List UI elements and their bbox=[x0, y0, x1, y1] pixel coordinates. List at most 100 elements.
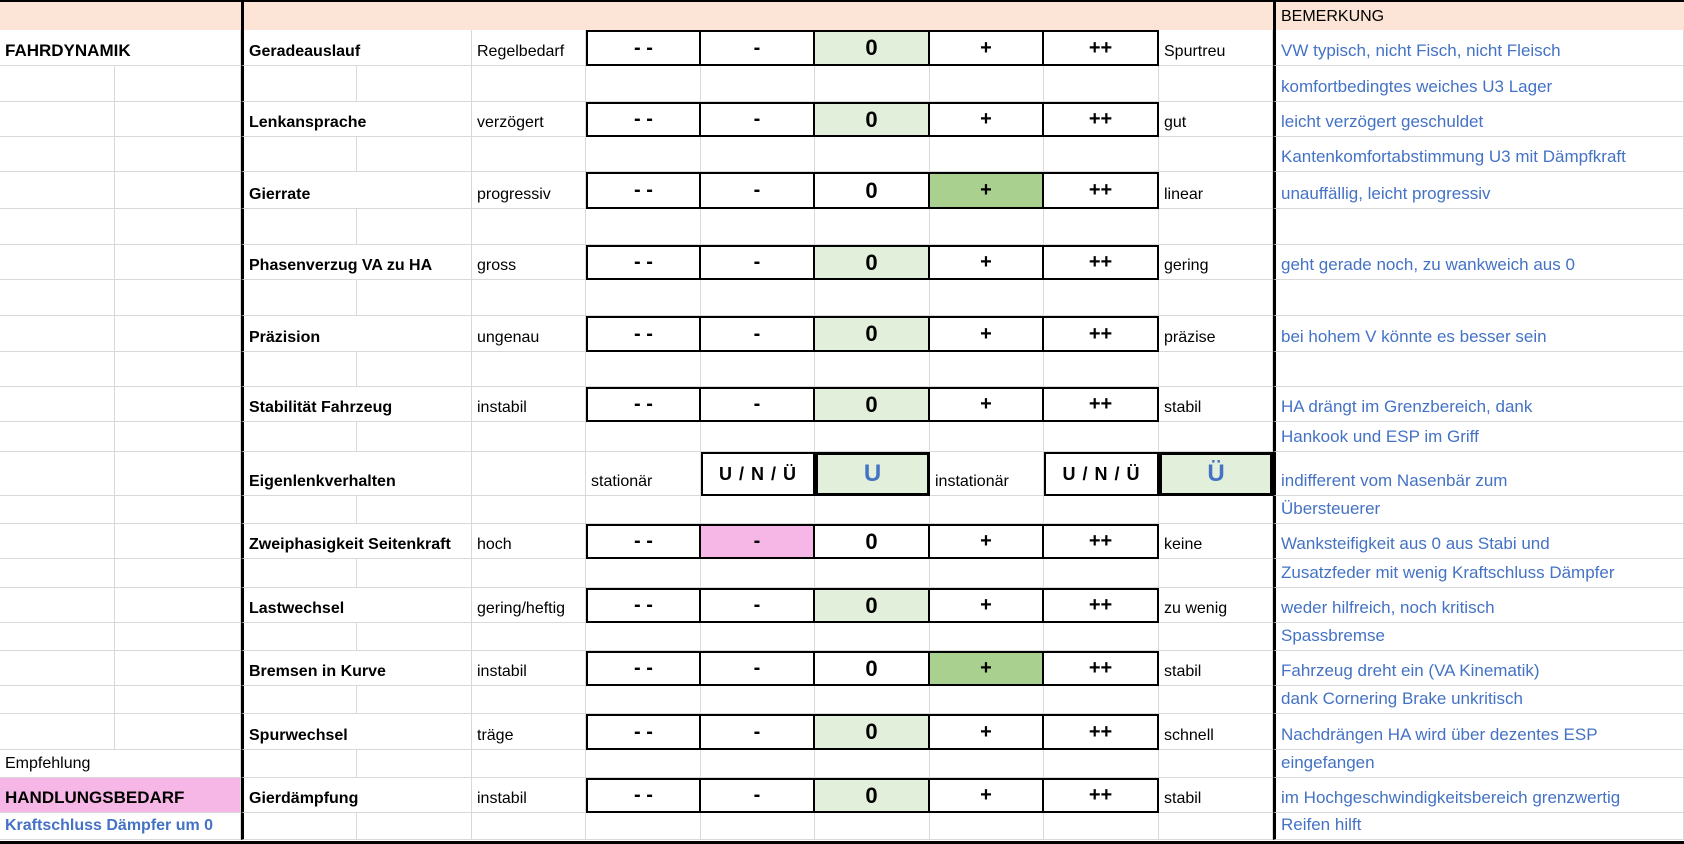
rating-option[interactable]: - - bbox=[586, 172, 701, 209]
cell[interactable] bbox=[586, 813, 701, 840]
cell[interactable] bbox=[701, 352, 815, 387]
instationary-options[interactable]: U / N / Ü bbox=[1044, 452, 1159, 496]
cell[interactable] bbox=[586, 352, 701, 387]
cell[interactable] bbox=[815, 209, 930, 245]
cell[interactable] bbox=[930, 422, 1044, 452]
cell[interactable] bbox=[930, 280, 1044, 316]
rating-option[interactable]: + bbox=[930, 714, 1044, 750]
recommendation-label[interactable]: Empfehlung bbox=[0, 750, 241, 778]
cell[interactable] bbox=[1159, 559, 1273, 588]
cell[interactable] bbox=[815, 496, 930, 524]
rating-option[interactable]: - - bbox=[586, 524, 701, 559]
cell[interactable] bbox=[586, 137, 701, 172]
recommendation-note[interactable]: Kraftschluss Dämpfer um 0 bbox=[0, 813, 241, 840]
cell[interactable] bbox=[472, 559, 586, 588]
cell[interactable] bbox=[701, 686, 815, 714]
cell[interactable] bbox=[1044, 66, 1159, 102]
cell[interactable] bbox=[115, 452, 241, 496]
cell[interactable] bbox=[357, 559, 472, 588]
rating-option[interactable]: 0 bbox=[815, 651, 930, 686]
cell[interactable] bbox=[815, 623, 930, 651]
high-label[interactable]: gut bbox=[1159, 102, 1273, 137]
cell[interactable] bbox=[357, 137, 472, 172]
rating-option[interactable]: + bbox=[930, 778, 1044, 813]
instationary-value[interactable]: Ü bbox=[1159, 452, 1273, 496]
cell[interactable] bbox=[0, 422, 115, 452]
remark-continued[interactable]: eingefangen bbox=[1273, 750, 1684, 778]
rating-option[interactable]: - bbox=[701, 714, 815, 750]
rating-option[interactable]: + bbox=[930, 524, 1044, 559]
remark[interactable]: HA drängt im Grenzbereich, dank bbox=[1273, 387, 1684, 422]
cell[interactable] bbox=[930, 352, 1044, 387]
stationary-options[interactable]: U / N / Ü bbox=[701, 452, 815, 496]
cell[interactable] bbox=[357, 686, 472, 714]
cell[interactable] bbox=[930, 686, 1044, 714]
high-label[interactable]: Spurtreu bbox=[1159, 30, 1273, 66]
cell[interactable] bbox=[0, 102, 115, 137]
rating-option-selected[interactable]: - bbox=[701, 524, 815, 559]
remark-continued[interactable]: Zusatzfeder mit wenig Kraftschluss Dämpf… bbox=[1273, 559, 1684, 588]
high-label[interactable]: keine bbox=[1159, 524, 1273, 559]
rating-option[interactable]: - bbox=[701, 588, 815, 623]
rating-option-selected[interactable]: 0 bbox=[815, 387, 930, 422]
cell[interactable] bbox=[1159, 813, 1273, 840]
cell[interactable] bbox=[357, 496, 472, 524]
rating-option[interactable]: - - bbox=[586, 778, 701, 813]
cell[interactable] bbox=[241, 66, 357, 102]
cell[interactable] bbox=[115, 588, 241, 623]
criterion-label[interactable]: Lenkansprache bbox=[241, 102, 472, 137]
cell[interactable] bbox=[241, 623, 357, 651]
remark-continued[interactable]: Kantenkomfortabstimmung U3 mit Dämpfkraf… bbox=[1273, 137, 1684, 172]
cell[interactable] bbox=[241, 209, 357, 245]
cell[interactable] bbox=[0, 280, 115, 316]
cell[interactable] bbox=[815, 137, 930, 172]
remark-continued[interactable] bbox=[1273, 280, 1684, 316]
cell[interactable] bbox=[357, 623, 472, 651]
remark[interactable]: weder hilfreich, noch kritisch bbox=[1273, 588, 1684, 623]
remark-continued[interactable]: Übersteuerer bbox=[1273, 496, 1684, 524]
high-label[interactable]: stabil bbox=[1159, 387, 1273, 422]
cell[interactable] bbox=[241, 280, 357, 316]
rating-option[interactable]: - bbox=[701, 102, 815, 137]
rating-option[interactable]: ++ bbox=[1044, 172, 1159, 209]
cell[interactable] bbox=[1159, 686, 1273, 714]
cell[interactable] bbox=[115, 623, 241, 651]
cell[interactable] bbox=[1159, 623, 1273, 651]
cell[interactable] bbox=[241, 137, 357, 172]
instationary-label[interactable]: instationär bbox=[930, 452, 1044, 496]
cell[interactable] bbox=[115, 209, 241, 245]
cell[interactable] bbox=[586, 623, 701, 651]
cell[interactable] bbox=[472, 209, 586, 245]
cell[interactable] bbox=[586, 209, 701, 245]
cell[interactable] bbox=[1044, 686, 1159, 714]
cell[interactable] bbox=[0, 172, 115, 209]
criterion-label[interactable]: Lastwechsel bbox=[241, 588, 472, 623]
cell[interactable] bbox=[586, 686, 701, 714]
rating-option-selected[interactable]: + bbox=[930, 651, 1044, 686]
cell[interactable] bbox=[241, 813, 357, 840]
remark[interactable]: indifferent vom Nasenbär zum bbox=[1273, 452, 1684, 496]
rating-option[interactable]: 0 bbox=[815, 524, 930, 559]
cell[interactable] bbox=[1044, 750, 1159, 778]
stationary-label[interactable]: stationär bbox=[586, 452, 701, 496]
remark[interactable]: VW typisch, nicht Fisch, nicht Fleisch bbox=[1273, 30, 1684, 66]
cell[interactable] bbox=[701, 137, 815, 172]
cell[interactable] bbox=[115, 102, 241, 137]
rating-option[interactable]: ++ bbox=[1044, 387, 1159, 422]
rating-option-selected[interactable]: 0 bbox=[815, 102, 930, 137]
high-label[interactable]: stabil bbox=[1159, 778, 1273, 813]
header-cell-left[interactable] bbox=[0, 2, 241, 30]
rating-option[interactable]: ++ bbox=[1044, 588, 1159, 623]
cell[interactable] bbox=[0, 559, 115, 588]
cell[interactable] bbox=[930, 209, 1044, 245]
cell[interactable] bbox=[115, 172, 241, 209]
remark-header[interactable]: BEMERKUNG bbox=[1273, 2, 1684, 30]
rating-option[interactable]: + bbox=[930, 316, 1044, 352]
cell[interactable] bbox=[930, 66, 1044, 102]
cell[interactable] bbox=[701, 209, 815, 245]
cell[interactable] bbox=[1044, 280, 1159, 316]
cell[interactable] bbox=[241, 496, 357, 524]
rating-option[interactable]: - bbox=[701, 172, 815, 209]
cell[interactable] bbox=[815, 280, 930, 316]
remark-continued[interactable] bbox=[1273, 209, 1684, 245]
